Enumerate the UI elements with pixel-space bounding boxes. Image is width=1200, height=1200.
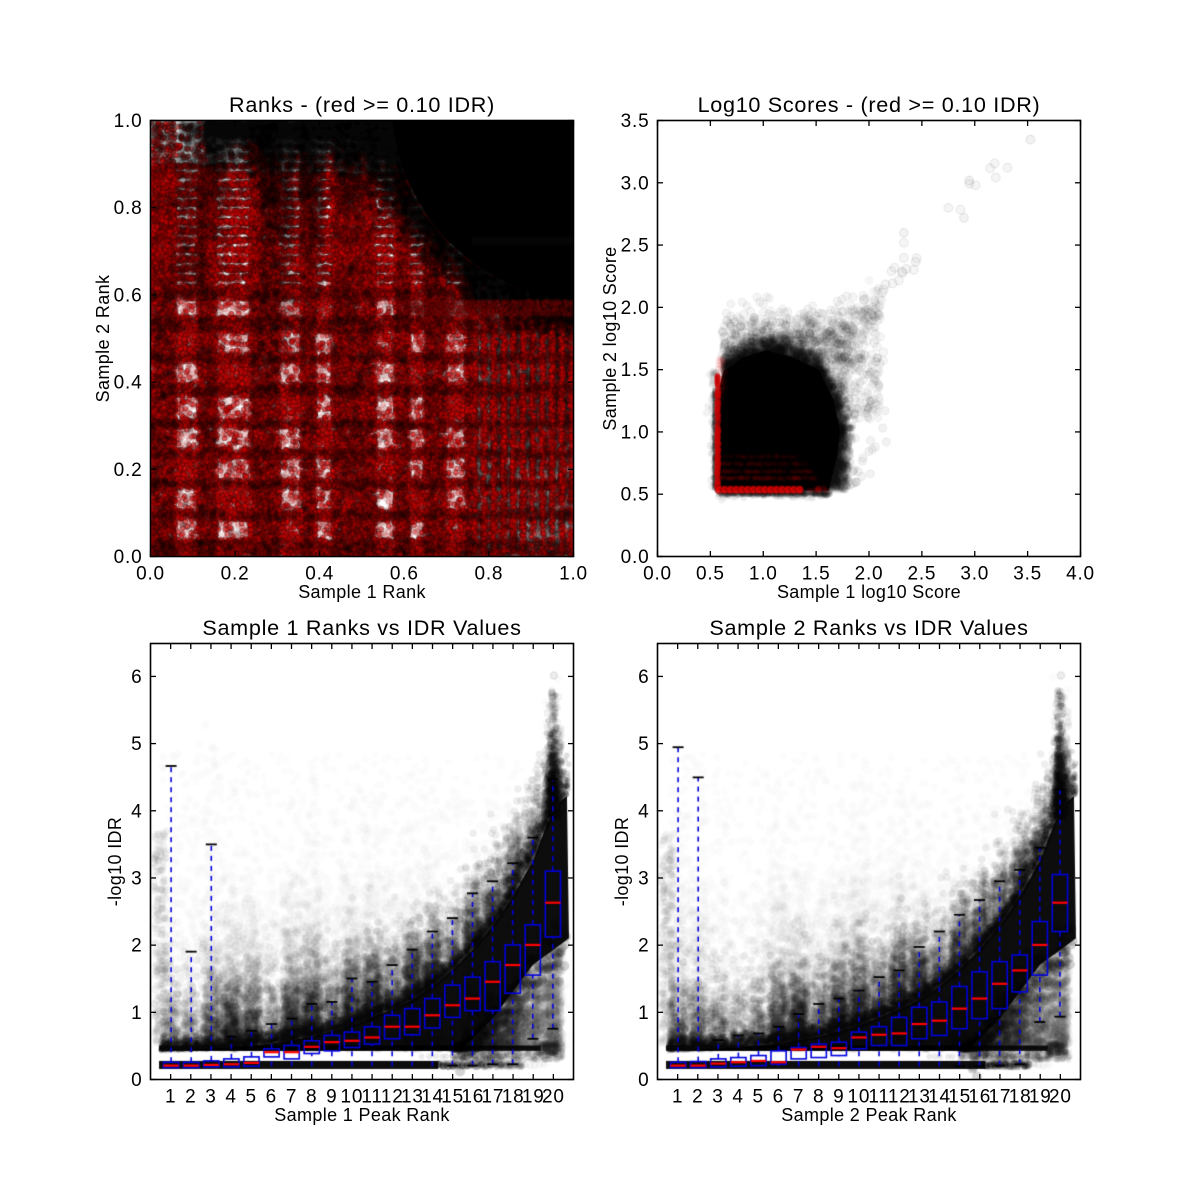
svg-text:19: 19 bbox=[522, 1087, 545, 1108]
svg-text:0.0: 0.0 bbox=[114, 547, 143, 568]
svg-text:2: 2 bbox=[131, 936, 142, 957]
svg-text:Sample 1 Ranks vs IDR Values: Sample 1 Ranks vs IDR Values bbox=[202, 615, 521, 640]
svg-text:0.2: 0.2 bbox=[114, 460, 143, 481]
svg-text:1: 1 bbox=[131, 1003, 142, 1024]
svg-text:Ranks - (red >= 0.10 IDR): Ranks - (red >= 0.10 IDR) bbox=[229, 92, 495, 117]
svg-text:3.0: 3.0 bbox=[621, 173, 650, 194]
svg-text:0.4: 0.4 bbox=[114, 373, 143, 394]
svg-text:2: 2 bbox=[638, 936, 649, 957]
svg-text:-log10 IDR: -log10 IDR bbox=[105, 817, 125, 907]
svg-text:10: 10 bbox=[848, 1087, 871, 1108]
svg-text:0.5: 0.5 bbox=[621, 485, 650, 506]
svg-text:1.5: 1.5 bbox=[621, 360, 650, 381]
svg-text:10: 10 bbox=[341, 1087, 364, 1108]
svg-text:20: 20 bbox=[1049, 1087, 1072, 1108]
svg-text:8: 8 bbox=[306, 1087, 317, 1108]
svg-text:6: 6 bbox=[773, 1087, 784, 1108]
svg-text:1.5: 1.5 bbox=[802, 564, 831, 585]
svg-text:0.8: 0.8 bbox=[474, 564, 503, 585]
svg-text:3: 3 bbox=[712, 1087, 723, 1108]
svg-text:3: 3 bbox=[205, 1087, 216, 1108]
svg-text:5: 5 bbox=[131, 734, 142, 755]
svg-text:20: 20 bbox=[542, 1087, 565, 1108]
svg-text:15: 15 bbox=[948, 1087, 971, 1108]
svg-text:9: 9 bbox=[833, 1087, 844, 1108]
svg-text:12: 12 bbox=[888, 1087, 911, 1108]
svg-text:5: 5 bbox=[638, 734, 649, 755]
svg-text:Sample 1 Peak Rank: Sample 1 Peak Rank bbox=[274, 1105, 450, 1125]
svg-text:1.0: 1.0 bbox=[621, 422, 650, 443]
svg-text:0: 0 bbox=[131, 1070, 142, 1091]
svg-text:15: 15 bbox=[441, 1087, 464, 1108]
svg-text:2.5: 2.5 bbox=[621, 236, 650, 257]
svg-text:0.2: 0.2 bbox=[221, 564, 250, 585]
svg-text:6: 6 bbox=[266, 1087, 277, 1108]
svg-text:Sample 1 Rank: Sample 1 Rank bbox=[298, 582, 426, 602]
svg-text:0.6: 0.6 bbox=[114, 285, 143, 306]
svg-text:2: 2 bbox=[692, 1087, 703, 1108]
svg-text:19: 19 bbox=[1029, 1087, 1052, 1108]
svg-text:4.0: 4.0 bbox=[1066, 564, 1095, 585]
svg-text:1: 1 bbox=[165, 1087, 176, 1108]
svg-text:18: 18 bbox=[1009, 1087, 1032, 1108]
svg-text:Sample 1 log10 Score: Sample 1 log10 Score bbox=[777, 582, 961, 602]
svg-text:11: 11 bbox=[361, 1087, 382, 1108]
svg-text:1.0: 1.0 bbox=[559, 564, 588, 585]
svg-text:0.8: 0.8 bbox=[114, 198, 143, 219]
svg-text:4: 4 bbox=[131, 801, 142, 822]
svg-text:-log10 IDR: -log10 IDR bbox=[612, 817, 632, 907]
svg-text:3: 3 bbox=[638, 868, 649, 889]
svg-text:1.0: 1.0 bbox=[749, 564, 778, 585]
svg-text:7: 7 bbox=[286, 1087, 297, 1108]
svg-text:3.5: 3.5 bbox=[621, 111, 650, 132]
svg-text:11: 11 bbox=[868, 1087, 889, 1108]
svg-text:Log10 Scores - (red >= 0.10 ID: Log10 Scores - (red >= 0.10 IDR) bbox=[698, 92, 1041, 117]
svg-text:6: 6 bbox=[131, 667, 142, 688]
svg-text:Sample 2 log10 Score: Sample 2 log10 Score bbox=[600, 246, 620, 430]
svg-text:16: 16 bbox=[968, 1087, 991, 1108]
svg-text:0.5: 0.5 bbox=[696, 564, 725, 585]
svg-text:18: 18 bbox=[502, 1087, 525, 1108]
svg-text:4: 4 bbox=[638, 801, 649, 822]
svg-text:0.0: 0.0 bbox=[643, 564, 672, 585]
svg-text:0: 0 bbox=[638, 1070, 649, 1091]
svg-text:2: 2 bbox=[185, 1087, 196, 1108]
svg-text:0.0: 0.0 bbox=[136, 564, 165, 585]
svg-text:1.0: 1.0 bbox=[114, 111, 143, 132]
svg-text:0.6: 0.6 bbox=[390, 564, 419, 585]
svg-text:0.0: 0.0 bbox=[621, 547, 650, 568]
svg-text:13: 13 bbox=[401, 1087, 424, 1108]
svg-text:2.0: 2.0 bbox=[621, 298, 650, 319]
svg-text:7: 7 bbox=[793, 1087, 804, 1108]
svg-text:3: 3 bbox=[131, 868, 142, 889]
svg-text:6: 6 bbox=[638, 667, 649, 688]
svg-text:17: 17 bbox=[989, 1087, 1012, 1108]
svg-text:Sample 2 Peak Rank: Sample 2 Peak Rank bbox=[781, 1105, 957, 1125]
svg-text:4: 4 bbox=[732, 1087, 743, 1108]
svg-text:0.4: 0.4 bbox=[305, 564, 334, 585]
svg-text:5: 5 bbox=[753, 1087, 764, 1108]
svg-text:9: 9 bbox=[326, 1087, 337, 1108]
svg-text:8: 8 bbox=[813, 1087, 824, 1108]
svg-text:Sample 2 Rank: Sample 2 Rank bbox=[93, 274, 113, 402]
svg-text:5: 5 bbox=[246, 1087, 257, 1108]
svg-text:1: 1 bbox=[672, 1087, 683, 1108]
svg-text:3.0: 3.0 bbox=[960, 564, 989, 585]
svg-text:14: 14 bbox=[421, 1087, 444, 1108]
svg-text:4: 4 bbox=[225, 1087, 236, 1108]
svg-text:17: 17 bbox=[482, 1087, 505, 1108]
svg-text:1: 1 bbox=[638, 1003, 649, 1024]
svg-text:Sample 2 Ranks vs IDR Values: Sample 2 Ranks vs IDR Values bbox=[709, 615, 1028, 640]
svg-text:3.5: 3.5 bbox=[1013, 564, 1042, 585]
svg-text:13: 13 bbox=[908, 1087, 931, 1108]
svg-text:2.0: 2.0 bbox=[855, 564, 884, 585]
svg-text:2.5: 2.5 bbox=[907, 564, 936, 585]
svg-text:16: 16 bbox=[461, 1087, 484, 1108]
svg-text:14: 14 bbox=[928, 1087, 951, 1108]
svg-text:12: 12 bbox=[381, 1087, 404, 1108]
